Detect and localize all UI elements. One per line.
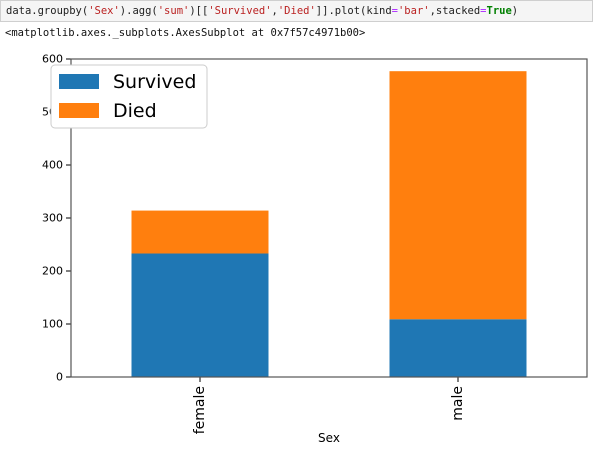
- y-tick-label: 0: [56, 371, 63, 384]
- x-tick-label: female: [192, 386, 208, 434]
- bar-died-female: [131, 210, 269, 254]
- code-token: 'Died': [277, 5, 316, 17]
- code-token: ,: [271, 5, 278, 17]
- legend-label-died: Died: [113, 100, 157, 122]
- code-token: ).agg(: [119, 5, 158, 17]
- x-axis-label: Sex: [318, 431, 340, 445]
- code-token: 'Survived': [208, 5, 272, 17]
- code-token: 'Sex': [88, 5, 120, 17]
- code-token: data.groupby(: [6, 5, 89, 17]
- stacked-bar-chart: femalemale0100200300400500600SexSurvived…: [42, 53, 588, 445]
- bar-survived-female: [131, 253, 269, 377]
- y-tick-label: 600: [42, 53, 63, 66]
- bar-died-male: [389, 71, 527, 320]
- code-token: 'sum': [157, 5, 190, 17]
- code-token: ]].plot(kind: [315, 5, 392, 17]
- legend-swatch-died: [59, 103, 99, 118]
- y-tick-label: 100: [42, 318, 63, 331]
- cell-output-text: <matplotlib.axes._subplots.AxesSubplot a…: [5, 27, 366, 39]
- plot-frame: [70, 58, 588, 378]
- code-token: ): [511, 5, 519, 17]
- code-token: 'bar': [397, 5, 430, 17]
- code-token: )[[: [189, 5, 209, 17]
- x-tick-label: male: [450, 386, 466, 421]
- code-token: ,stacked: [429, 5, 481, 17]
- y-tick-label: 300: [42, 212, 63, 225]
- y-tick-label: 400: [42, 159, 63, 172]
- legend-label-survived: Survived: [113, 71, 196, 93]
- code-token: =: [480, 5, 487, 17]
- bar-survived-male: [389, 319, 527, 377]
- legend-swatch-survived: [59, 74, 99, 89]
- code-cell[interactable]: data.groupby('Sex').agg('sum')[['Survive…: [0, 0, 593, 22]
- code-token: True: [486, 5, 512, 17]
- y-tick-label: 200: [42, 265, 63, 278]
- code-token: =: [391, 5, 398, 17]
